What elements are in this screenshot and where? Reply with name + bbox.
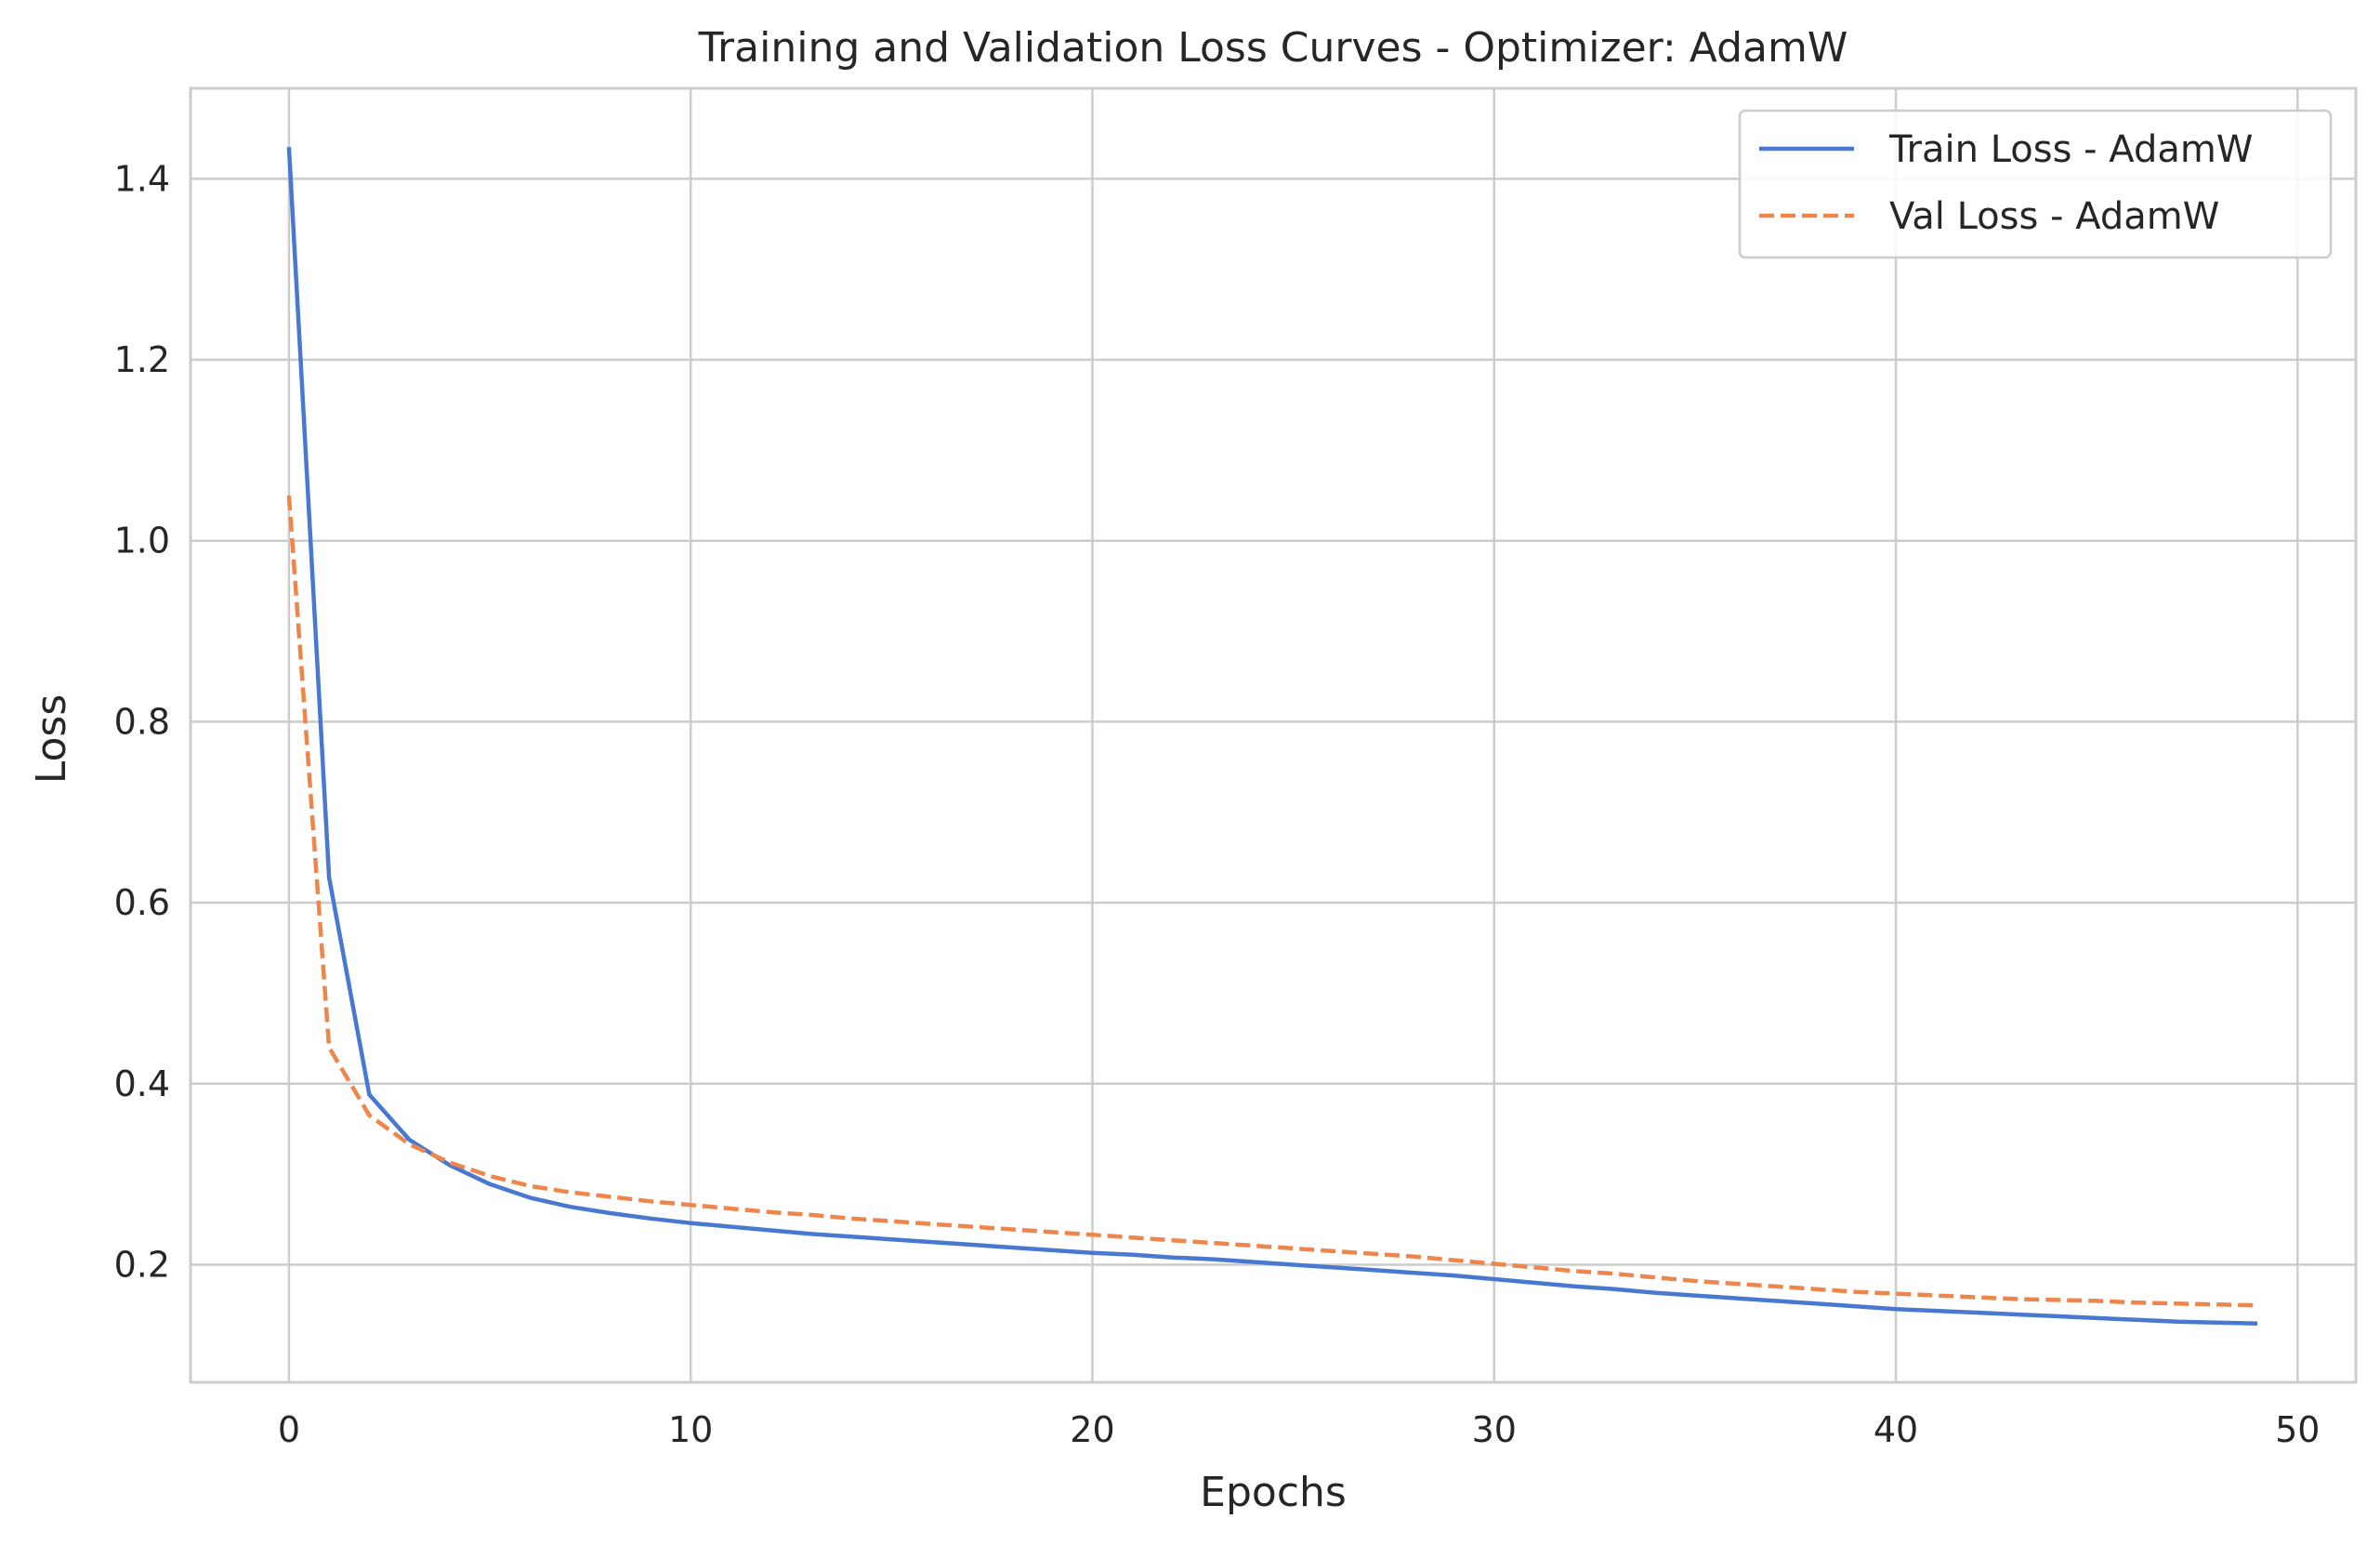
x-tick-label: 0 (278, 1409, 300, 1450)
y-tick-label: 0.6 (114, 882, 170, 923)
y-tick-label: 1.0 (114, 521, 170, 561)
x-axis-label: Epochs (1200, 1469, 1347, 1516)
x-tick-label: 50 (2275, 1409, 2320, 1450)
legend-label-val: Val Loss - AdamW (1889, 195, 2219, 238)
train-loss-line (286, 147, 2258, 1326)
legend-label-train: Train Loss - AdamW (1888, 128, 2253, 171)
val-loss-line (286, 495, 2258, 1308)
y-tick-label: 0.8 (114, 701, 170, 742)
y-tick-label: 0.2 (114, 1244, 170, 1285)
x-tick-label: 30 (1472, 1409, 1517, 1450)
y-tick-label: 1.4 (114, 158, 170, 199)
y-tick-label: 0.4 (114, 1063, 170, 1104)
grid (191, 88, 2356, 1382)
y-axis-label: Loss (28, 694, 75, 785)
x-tick-label: 20 (1070, 1409, 1114, 1450)
x-tick-label: 40 (1874, 1409, 1918, 1450)
series-lines (286, 147, 2258, 1326)
y-tick-label: 1.2 (114, 339, 170, 380)
x-tick-label: 10 (668, 1409, 713, 1450)
plot-frame (189, 86, 2358, 1384)
chart-title: Training and Validation Loss Curves - Op… (698, 24, 1848, 72)
legend: Train Loss - AdamW Val Loss - AdamW (1738, 109, 2333, 259)
tick-labels: 0 10 20 30 40 50 0.2 0.4 0.6 0.8 1.0 1.2 1.4 (114, 158, 2321, 1450)
legend-box (1738, 109, 2333, 259)
